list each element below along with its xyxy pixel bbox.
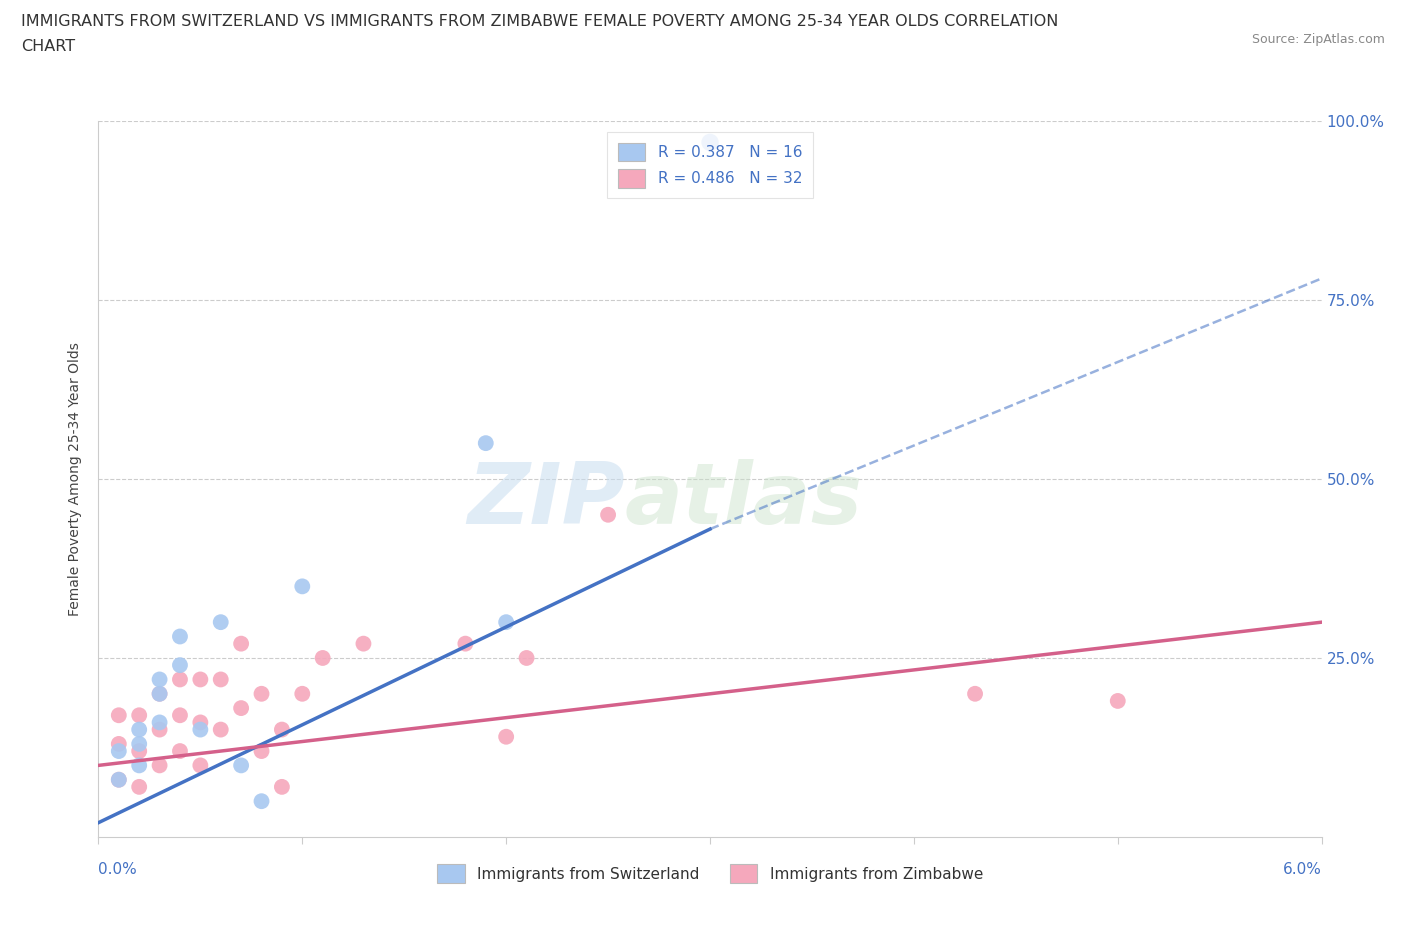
Point	[149, 672, 172, 687]
Point	[270, 722, 292, 737]
Point	[250, 744, 273, 759]
Point	[128, 744, 150, 759]
Point	[963, 686, 986, 701]
Point	[128, 708, 150, 723]
Y-axis label: Female Poverty Among 25-34 Year Olds: Female Poverty Among 25-34 Year Olds	[69, 342, 83, 616]
Point	[291, 578, 314, 594]
Text: CHART: CHART	[21, 39, 75, 54]
Point	[188, 715, 212, 730]
Point	[516, 651, 538, 666]
Point	[169, 658, 191, 672]
Point	[128, 737, 150, 751]
Point	[209, 722, 232, 737]
Point	[231, 758, 253, 773]
Point	[149, 715, 172, 730]
Point	[250, 686, 273, 701]
Point	[454, 636, 477, 651]
Point	[209, 672, 232, 687]
Text: atlas: atlas	[624, 458, 862, 542]
Point	[699, 135, 721, 150]
Point	[128, 722, 150, 737]
Text: Source: ZipAtlas.com: Source: ZipAtlas.com	[1251, 33, 1385, 46]
Text: 0.0%: 0.0%	[98, 862, 138, 877]
Point	[149, 686, 172, 701]
Point	[188, 722, 212, 737]
Point	[108, 744, 131, 759]
Point	[149, 758, 172, 773]
Point	[169, 629, 191, 644]
Point	[169, 708, 191, 723]
Text: 6.0%: 6.0%	[1282, 862, 1322, 877]
Point	[108, 772, 131, 787]
Point	[474, 435, 498, 450]
Point	[108, 708, 131, 723]
Point	[128, 779, 150, 794]
Point	[1107, 694, 1129, 709]
Point	[108, 772, 131, 787]
Point	[311, 651, 335, 666]
Text: ZIP: ZIP	[467, 458, 624, 542]
Point	[188, 672, 212, 687]
Point	[209, 615, 232, 630]
Point	[495, 729, 517, 744]
Point	[188, 758, 212, 773]
Point	[250, 794, 273, 809]
Point	[495, 615, 517, 630]
Point	[169, 672, 191, 687]
Point	[231, 636, 253, 651]
Point	[128, 758, 150, 773]
Point	[598, 508, 620, 523]
Text: IMMIGRANTS FROM SWITZERLAND VS IMMIGRANTS FROM ZIMBABWE FEMALE POVERTY AMONG 25-: IMMIGRANTS FROM SWITZERLAND VS IMMIGRANT…	[21, 14, 1059, 29]
Point	[352, 636, 374, 651]
Point	[108, 737, 131, 751]
Legend: Immigrants from Switzerland, Immigrants from Zimbabwe: Immigrants from Switzerland, Immigrants …	[426, 854, 994, 894]
Point	[149, 722, 172, 737]
Point	[149, 686, 172, 701]
Point	[270, 779, 292, 794]
Point	[169, 744, 191, 759]
Point	[231, 700, 253, 715]
Point	[291, 686, 314, 701]
